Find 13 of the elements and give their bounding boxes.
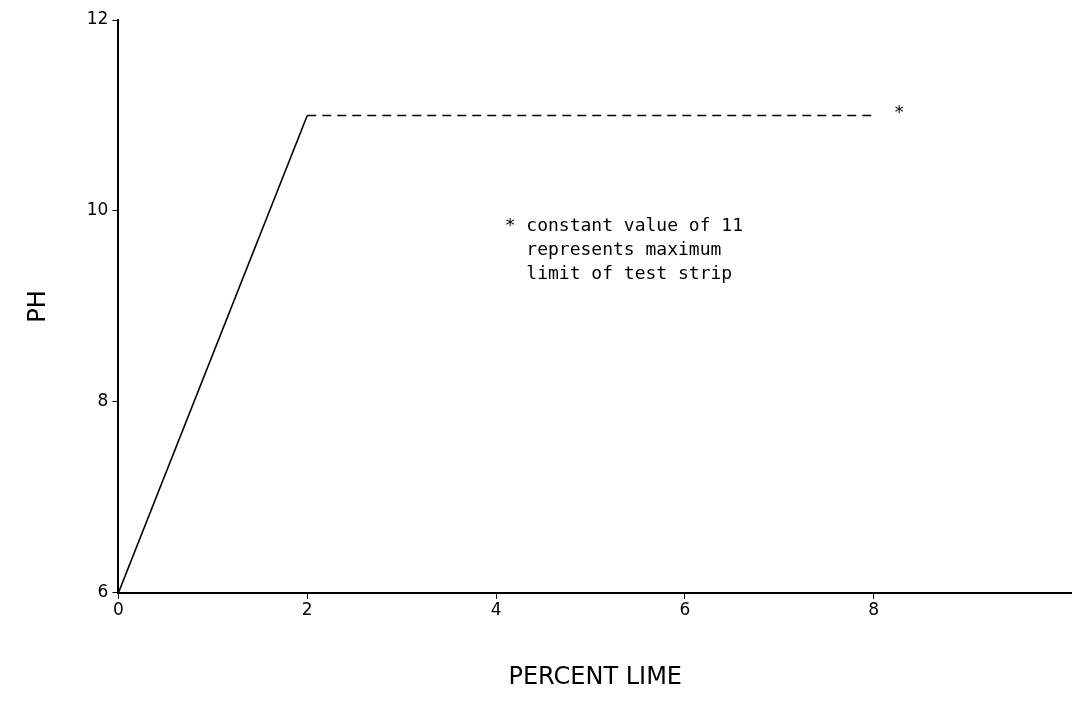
- x-tick-label: 2: [301, 599, 313, 620]
- annotation: *: [893, 101, 905, 123]
- x-tick-label: 4: [490, 599, 502, 620]
- annotation: * constant value of 11 represents maximum limit of test strip: [504, 213, 744, 283]
- y-axis-title: PH: [22, 290, 51, 323]
- x-tick-label: 6: [679, 599, 691, 620]
- x-tick-label: 8: [868, 599, 880, 620]
- y-tick-label: 6: [97, 581, 109, 602]
- y-tick-label: 12: [86, 8, 109, 29]
- y-tick-label: 8: [97, 390, 109, 411]
- x-axis-title: PERCENT LIME: [508, 661, 683, 690]
- x-tick-label: 0: [113, 599, 124, 620]
- y-tick-label: 10: [86, 199, 109, 220]
